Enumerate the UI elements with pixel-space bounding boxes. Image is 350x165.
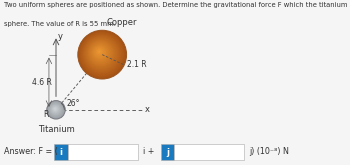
Circle shape	[98, 50, 100, 53]
Circle shape	[80, 33, 123, 75]
FancyBboxPatch shape	[68, 144, 138, 160]
Circle shape	[90, 42, 111, 64]
Circle shape	[83, 35, 120, 72]
Circle shape	[79, 32, 125, 77]
Circle shape	[47, 101, 65, 119]
Circle shape	[80, 32, 124, 77]
Circle shape	[49, 103, 63, 116]
Circle shape	[82, 34, 122, 74]
Circle shape	[93, 45, 107, 59]
Circle shape	[82, 34, 121, 73]
FancyBboxPatch shape	[161, 144, 174, 160]
Circle shape	[52, 106, 58, 112]
Circle shape	[48, 102, 63, 117]
Text: Titanium: Titanium	[38, 125, 75, 134]
Circle shape	[86, 39, 116, 68]
Circle shape	[85, 38, 117, 69]
Circle shape	[96, 48, 103, 56]
Circle shape	[48, 101, 64, 118]
Circle shape	[49, 102, 63, 117]
Circle shape	[90, 42, 111, 63]
FancyBboxPatch shape	[54, 144, 68, 160]
Circle shape	[49, 103, 62, 116]
Circle shape	[47, 101, 65, 118]
Circle shape	[51, 105, 60, 114]
Circle shape	[55, 108, 56, 109]
Text: 26°: 26°	[66, 99, 80, 108]
Circle shape	[98, 51, 100, 52]
Circle shape	[91, 44, 109, 61]
Circle shape	[86, 38, 116, 69]
Circle shape	[93, 46, 106, 59]
Circle shape	[54, 108, 56, 110]
Circle shape	[49, 103, 62, 116]
Circle shape	[47, 101, 65, 119]
Circle shape	[53, 107, 58, 111]
Circle shape	[50, 104, 61, 114]
Circle shape	[87, 39, 115, 67]
Circle shape	[89, 41, 112, 65]
Circle shape	[94, 46, 106, 58]
Circle shape	[51, 105, 60, 114]
Circle shape	[97, 49, 102, 54]
Circle shape	[54, 107, 57, 111]
Circle shape	[50, 104, 61, 115]
Circle shape	[52, 106, 58, 112]
Circle shape	[87, 40, 114, 67]
Circle shape	[50, 104, 62, 115]
Text: x: x	[145, 105, 149, 114]
Circle shape	[54, 108, 56, 110]
Circle shape	[48, 101, 64, 118]
Text: Two uniform spheres are positioned as shown. Determine the gravitational force F: Two uniform spheres are positioned as sh…	[4, 2, 350, 8]
Circle shape	[83, 36, 119, 72]
Circle shape	[85, 37, 117, 70]
Circle shape	[48, 102, 64, 118]
Circle shape	[94, 47, 105, 58]
Circle shape	[51, 105, 60, 114]
Circle shape	[88, 40, 114, 66]
Circle shape	[79, 31, 125, 78]
Circle shape	[52, 106, 58, 112]
Circle shape	[88, 41, 113, 66]
Circle shape	[52, 106, 59, 113]
Circle shape	[51, 105, 60, 113]
Text: i: i	[60, 148, 62, 157]
Text: Answer: F = (: Answer: F = (	[4, 147, 58, 156]
Text: Copper: Copper	[106, 18, 136, 27]
Text: y: y	[58, 32, 63, 41]
Circle shape	[89, 42, 112, 64]
Circle shape	[50, 104, 61, 115]
Circle shape	[78, 31, 126, 78]
FancyBboxPatch shape	[174, 144, 244, 160]
Circle shape	[53, 107, 57, 111]
Circle shape	[96, 49, 103, 55]
Circle shape	[78, 30, 127, 79]
Circle shape	[83, 35, 120, 73]
Circle shape	[80, 33, 124, 76]
Circle shape	[50, 103, 62, 115]
Circle shape	[84, 37, 118, 70]
Text: j: j	[166, 148, 169, 157]
Text: 2.1 R: 2.1 R	[127, 60, 146, 69]
Circle shape	[91, 43, 110, 62]
Circle shape	[95, 47, 105, 57]
Circle shape	[91, 43, 110, 63]
Circle shape	[54, 108, 56, 110]
Text: i +: i +	[143, 147, 154, 156]
Circle shape	[48, 102, 63, 117]
Circle shape	[98, 50, 101, 53]
Circle shape	[52, 105, 59, 113]
Circle shape	[84, 36, 119, 71]
Circle shape	[92, 45, 107, 60]
Text: R: R	[43, 110, 48, 119]
Text: 4.6 R: 4.6 R	[32, 78, 52, 87]
Circle shape	[97, 50, 101, 54]
Circle shape	[92, 44, 108, 61]
Text: sphere. The value of R is 55 mm.: sphere. The value of R is 55 mm.	[4, 21, 116, 27]
Text: j) (10⁻⁸) N: j) (10⁻⁸) N	[250, 147, 289, 156]
Circle shape	[95, 48, 104, 56]
Circle shape	[81, 33, 122, 75]
Circle shape	[53, 107, 57, 111]
